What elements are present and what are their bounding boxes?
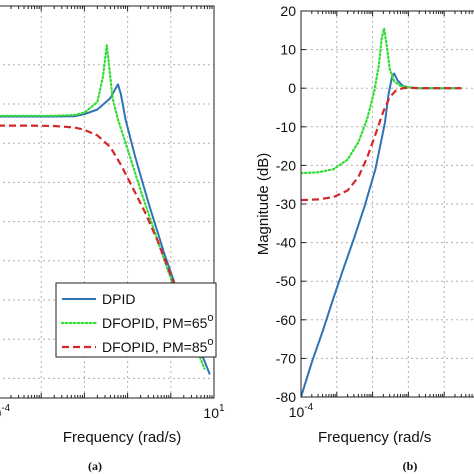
y-tick-label: 20 [280,3,296,19]
legend: DPID DFOPID, PM=65o DFOPID, PM=85o [55,282,217,358]
legend-box [55,282,217,358]
x-tick-label: 101 [203,403,225,421]
series-line-0 [301,72,462,397]
y-tick-label: 0 [288,80,296,96]
x-axis-label: Frequency (rad/s) [63,429,181,446]
y-tick-label: -20 [276,157,296,173]
y-tick-label: -60 [276,312,296,328]
y-tick-label: -30 [276,196,296,212]
y-tick-label: -50 [276,273,296,289]
series-line-2 [0,124,206,362]
series-group [301,27,463,397]
x-tick-label: 10-4 [0,403,11,421]
y-tick-label: -40 [276,235,296,251]
panel-b: 10-420100-10-20-30-40-50-60-70-80Frequen… [255,3,474,473]
panel-a: 10-4 101 Frequency (rad/s) (a) DPID DFOPID, P… [0,5,225,473]
panel-caption: (b) [403,459,418,473]
y-tick-label: -70 [276,350,296,366]
legend-entry-2: DFOPID, PM=85o [102,336,214,355]
y-axis-label: Magnitude (dB) [255,153,272,256]
y-tick-label: -80 [276,389,296,405]
x-axis-label: Frequency (rad/s [318,429,431,446]
series-line-2 [301,86,462,202]
series-line-1 [301,27,463,175]
legend-entry-1: DFOPID, PM=65o [102,312,214,331]
panel-caption: (a) [88,459,102,473]
series-line-1 [0,44,206,370]
plot-frame [0,5,215,399]
y-tick-label: -10 [276,119,296,135]
grid [301,11,474,397]
y-tick-label: 10 [280,42,296,58]
legend-entry-0: DPID [102,291,135,307]
